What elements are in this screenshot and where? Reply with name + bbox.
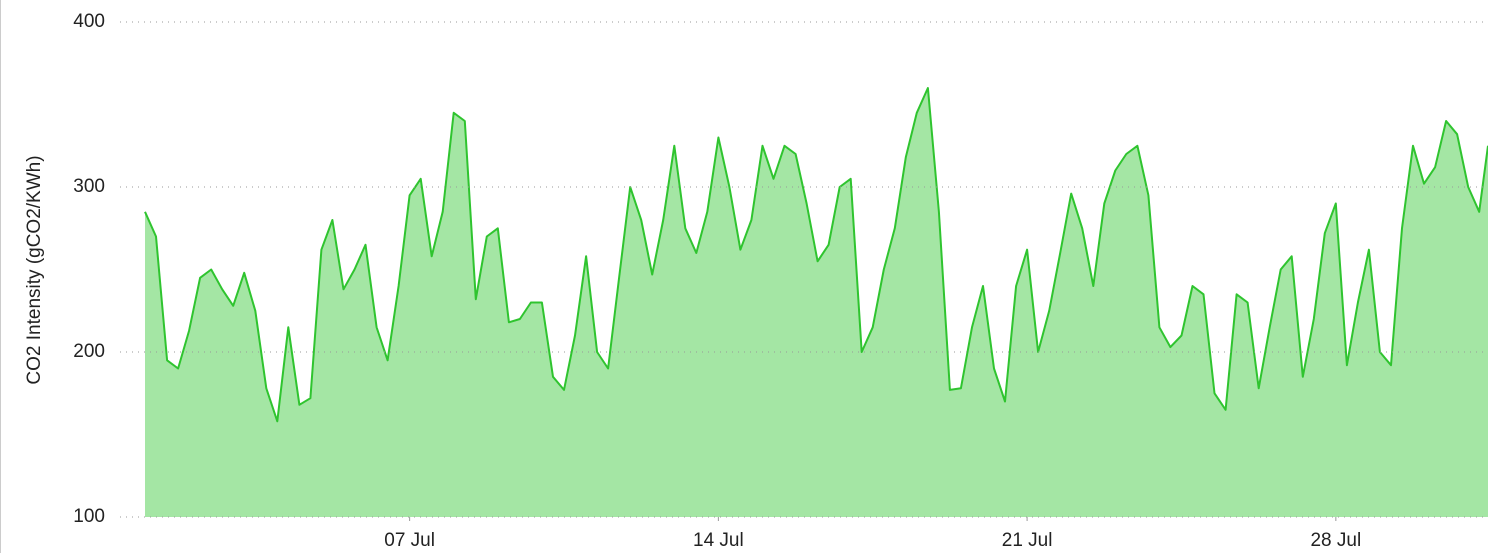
y-tick-label: 300	[73, 176, 105, 197]
x-tick-label: 21 Jul	[1002, 530, 1053, 551]
x-tick-label: 14 Jul	[693, 530, 744, 551]
area-fill	[145, 88, 1488, 517]
x-tick-label: 28 Jul	[1310, 530, 1361, 551]
x-tick-label: 07 Jul	[384, 530, 435, 551]
y-tick-label: 100	[73, 506, 105, 527]
y-axis-label: CO2 Intensity (gCO2/KWh)	[24, 155, 45, 384]
y-tick-label: 400	[73, 11, 105, 32]
area-line	[144, 87, 1488, 423]
y-tick-label: 200	[73, 341, 105, 362]
